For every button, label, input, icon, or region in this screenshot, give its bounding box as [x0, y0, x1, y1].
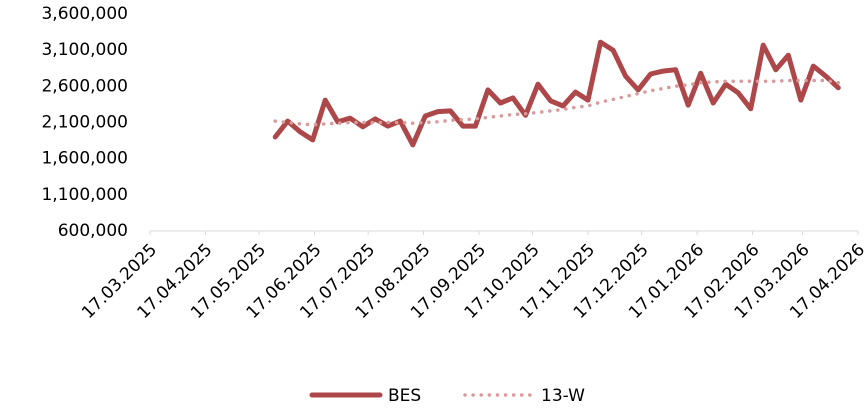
y-tick-label: 600,000 [58, 221, 128, 241]
series-line [272, 39, 841, 148]
y-tick-label: 1,600,000 [41, 149, 128, 169]
legend-label: 13-W [541, 386, 585, 406]
y-tick-label: 2,600,000 [41, 76, 128, 96]
y-tick-label: 1,100,000 [41, 185, 128, 205]
y-tick-label: 3,600,000 [41, 4, 128, 24]
series-line [273, 78, 841, 127]
y-tick-label: 2,100,000 [41, 113, 128, 133]
legend-label: BES [388, 386, 421, 406]
y-tick-label: 3,100,000 [41, 40, 128, 60]
